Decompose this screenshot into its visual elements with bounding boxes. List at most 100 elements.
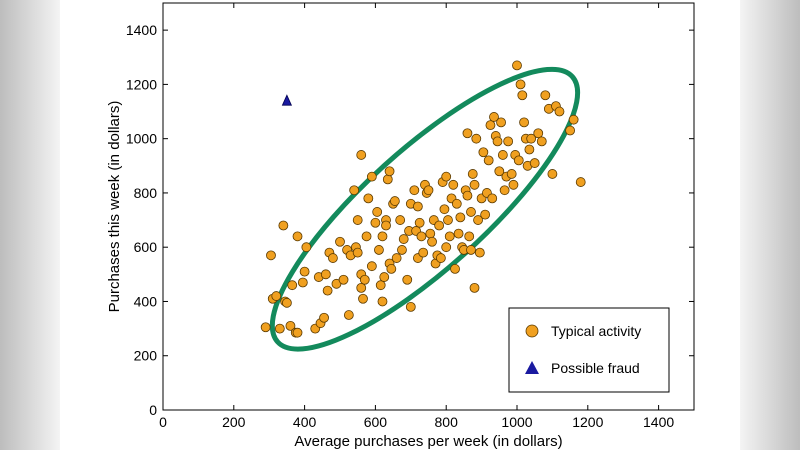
y-axis-label: Purchases this week (in dollars) bbox=[106, 101, 123, 313]
point-typical bbox=[478, 147, 489, 158]
point-typical bbox=[299, 266, 310, 277]
legend-label-typical: Typical activity bbox=[551, 323, 641, 339]
point-typical bbox=[469, 282, 480, 293]
point-typical bbox=[352, 215, 363, 225]
point-typical bbox=[412, 201, 423, 212]
point-typical bbox=[381, 220, 391, 231]
x-tick-label: 200 bbox=[222, 414, 246, 430]
point-typical bbox=[366, 261, 377, 272]
point-typical bbox=[260, 322, 271, 333]
point-typical bbox=[450, 264, 460, 274]
point-typical bbox=[297, 277, 308, 288]
point-typical bbox=[471, 133, 482, 144]
point-typical bbox=[499, 185, 510, 196]
left-background-panel bbox=[0, 0, 60, 450]
point-typical bbox=[517, 90, 528, 101]
point-typical bbox=[473, 215, 483, 225]
point-typical bbox=[496, 117, 506, 128]
point-typical bbox=[467, 169, 478, 179]
point-typical bbox=[513, 155, 524, 166]
x-tick-label: 800 bbox=[435, 414, 459, 430]
y-tick-label: 800 bbox=[134, 185, 158, 201]
point-typical bbox=[444, 231, 455, 242]
point-typical bbox=[356, 150, 367, 160]
point-typical bbox=[536, 136, 547, 147]
point-typical bbox=[402, 274, 413, 285]
point-typical bbox=[434, 220, 445, 231]
points-layer bbox=[260, 60, 586, 338]
point-typical bbox=[439, 204, 450, 215]
y-tick-label: 400 bbox=[134, 293, 158, 309]
point-typical bbox=[391, 253, 402, 263]
y-tick-label: 1400 bbox=[126, 22, 157, 38]
point-typical bbox=[485, 120, 496, 130]
point-typical bbox=[361, 231, 372, 242]
point-typical bbox=[547, 169, 558, 179]
point-typical bbox=[464, 231, 475, 242]
point-typical bbox=[575, 177, 586, 187]
point-typical bbox=[469, 179, 480, 190]
point-typical bbox=[529, 158, 540, 168]
point-typical bbox=[466, 245, 476, 255]
point-typical bbox=[366, 171, 377, 182]
point-typical bbox=[301, 242, 312, 253]
point-typical bbox=[474, 247, 485, 258]
point-typical bbox=[328, 253, 338, 263]
point-typical bbox=[503, 136, 514, 147]
legend: Typical activity Possible fraud bbox=[508, 307, 670, 393]
point-typical bbox=[292, 231, 303, 242]
y-tick-label: 0 bbox=[149, 402, 157, 418]
point-typical bbox=[343, 310, 354, 320]
point-typical bbox=[335, 236, 345, 247]
point-typical bbox=[352, 247, 363, 258]
point-typical bbox=[508, 179, 519, 190]
point-typical bbox=[427, 236, 437, 247]
y-tick-label: 1200 bbox=[126, 76, 157, 92]
point-typical bbox=[414, 217, 425, 228]
point-typical bbox=[363, 193, 374, 204]
point-typical bbox=[565, 125, 575, 136]
point-typical bbox=[512, 60, 522, 71]
point-typical bbox=[374, 245, 384, 255]
y-axis: 0 200 400 600 800 1000 1200 1400 bbox=[126, 22, 694, 418]
point-typical bbox=[382, 174, 393, 185]
point-typical bbox=[483, 155, 494, 166]
y-tick-label: 200 bbox=[134, 348, 158, 364]
point-typical bbox=[356, 282, 367, 293]
point-typical bbox=[462, 128, 473, 139]
point-typical bbox=[435, 253, 446, 263]
point-typical bbox=[423, 185, 434, 196]
point-typical bbox=[540, 90, 551, 101]
point-typical bbox=[370, 217, 381, 228]
point-typical bbox=[377, 296, 388, 307]
point-typical bbox=[455, 212, 466, 223]
point-typical bbox=[384, 166, 395, 177]
point-typical bbox=[358, 293, 368, 304]
point-typical bbox=[418, 247, 429, 258]
legend-marker-fraud bbox=[525, 361, 539, 374]
point-typical bbox=[441, 242, 452, 253]
point-typical bbox=[494, 166, 505, 177]
point-typical bbox=[285, 320, 296, 331]
x-tick-label: 600 bbox=[364, 414, 388, 430]
x-tick-label: 1200 bbox=[572, 414, 603, 430]
point-typical bbox=[480, 209, 491, 220]
x-tick-label: 0 bbox=[159, 414, 167, 430]
point-typical bbox=[568, 114, 579, 125]
point-typical bbox=[425, 228, 436, 239]
point-typical bbox=[359, 274, 370, 285]
point-typical bbox=[375, 280, 386, 291]
x-tick-label: 1400 bbox=[643, 414, 674, 430]
legend-marker-typical bbox=[525, 324, 539, 338]
point-typical bbox=[453, 228, 464, 239]
point-typical bbox=[377, 231, 388, 242]
point-typical bbox=[487, 193, 498, 204]
x-tick-label: 400 bbox=[293, 414, 317, 430]
x-tick-label: 1000 bbox=[501, 414, 532, 430]
point-typical bbox=[492, 136, 503, 147]
point-typical bbox=[515, 79, 526, 90]
point-typical bbox=[319, 312, 329, 323]
point-typical bbox=[526, 133, 537, 144]
point-typical bbox=[266, 250, 276, 261]
